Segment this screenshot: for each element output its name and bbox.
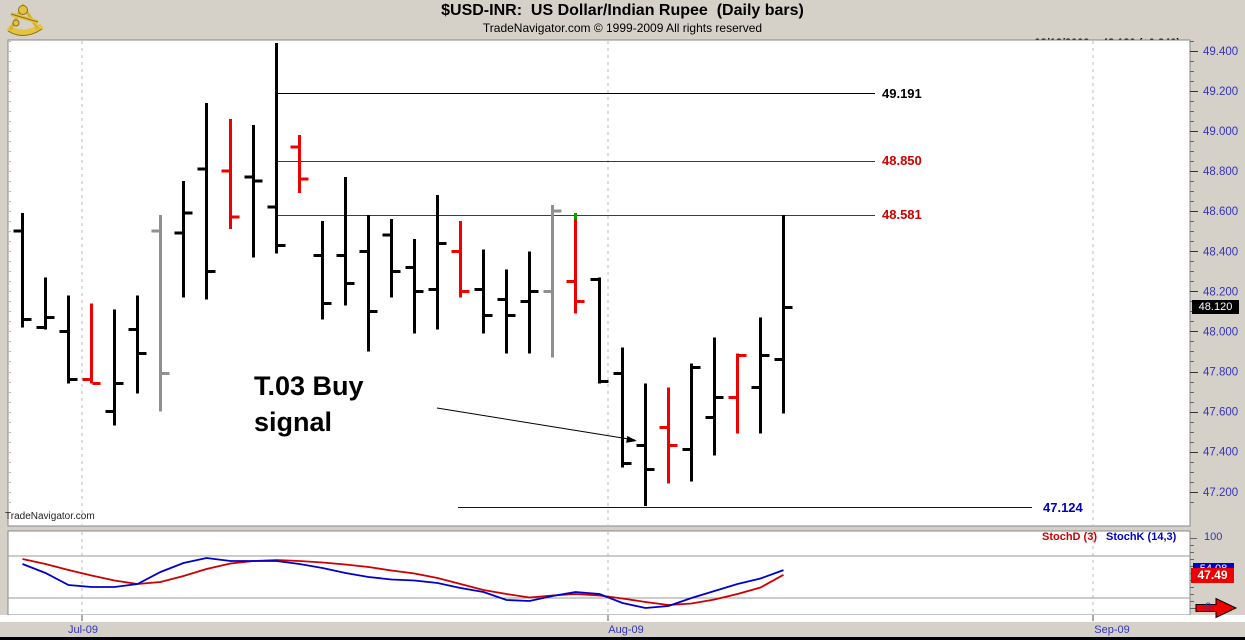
- current-price-badge: 48.120: [1192, 300, 1239, 314]
- price-axis-label: 48.400: [1203, 246, 1238, 258]
- date-label: Sep-09: [1094, 624, 1129, 636]
- price-axis-label: 48.000: [1203, 326, 1238, 338]
- level-label-48581: 48.581: [882, 207, 922, 222]
- level-label-49191: 49.191: [882, 86, 922, 101]
- stoch-panel[interactable]: [7, 530, 1191, 616]
- copyright-line: TradeNavigator.com © 1999-2009 All right…: [482, 21, 763, 35]
- stochk-line: [22, 557, 784, 609]
- buy-signal-annotation: T.03 Buy signal: [254, 368, 364, 440]
- price-chart-canvas[interactable]: Jul-09 Aug-09 Sep-09 49.400 49.200 49.000 48.8…: [0, 38, 1245, 640]
- price-axis-label: 47.400: [1203, 447, 1238, 459]
- chart-title: $USD-INR: US Dollar/Indian Rupee (Daily …: [441, 2, 804, 19]
- price-axis-label: 49.400: [1203, 46, 1238, 58]
- scroll-right-arrow-button[interactable]: [1195, 597, 1238, 619]
- price-axis-label: 47.600: [1203, 407, 1238, 419]
- bottom-border: [0, 637, 1245, 640]
- annotation-line2: signal: [254, 407, 333, 437]
- price-axis-label: 47.800: [1203, 367, 1238, 379]
- price-axis-label: 48.800: [1203, 166, 1238, 178]
- level-label-47124: 47.124: [1043, 500, 1083, 515]
- annotation-line1: T.03 Buy: [254, 371, 364, 401]
- buy-signal-arrowhead: [626, 435, 637, 443]
- stochd-legend: StochD (3): [1042, 531, 1097, 543]
- stoch-axis-0: 0: [1205, 601, 1212, 613]
- watermark-text: TradeNavigator.com: [5, 511, 95, 522]
- stochk-legend: StochK (14,3): [1106, 531, 1177, 543]
- date-label: Jul-09: [68, 624, 98, 636]
- price-axis-label: 47.200: [1203, 487, 1238, 499]
- date-tick-strip: [0, 615, 1245, 622]
- buy-signal-arrow-line: [436, 407, 636, 441]
- stochd-value-badge: 47.49: [1191, 568, 1234, 583]
- level-label-48850: 48.850: [882, 153, 922, 168]
- date-label: Aug-09: [608, 624, 643, 636]
- price-axis-label: 49.000: [1203, 126, 1238, 138]
- tradenavigator-logo-icon: [3, 1, 47, 42]
- stoch-axis-100: 100: [1204, 531, 1223, 543]
- price-axis-label: 48.600: [1203, 206, 1238, 218]
- price-axis-label: 48.200: [1203, 286, 1238, 298]
- stochd-line: [22, 558, 784, 606]
- price-axis-label: 49.200: [1203, 86, 1238, 98]
